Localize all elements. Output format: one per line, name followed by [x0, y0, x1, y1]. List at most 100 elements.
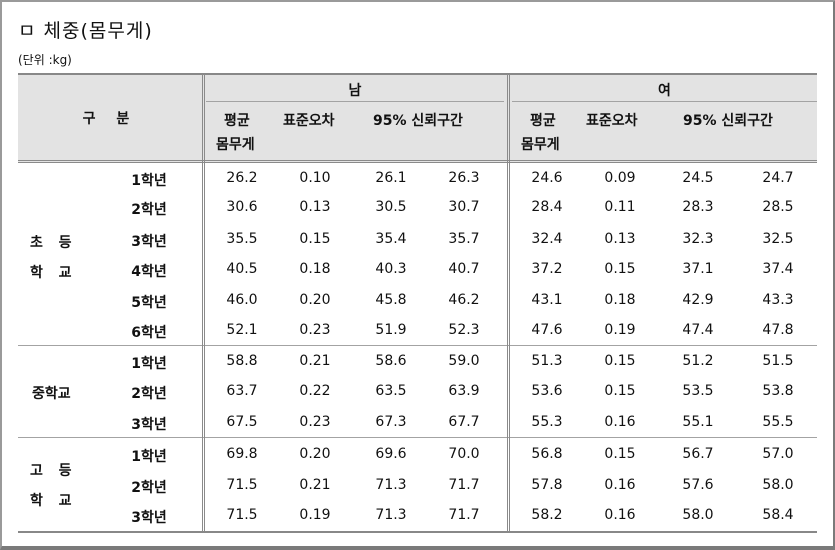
female-ci-upper-cell: 32.5 [762, 231, 794, 247]
male-mean-cell: 67.5 [226, 414, 258, 430]
female-mean-cell: 53.6 [531, 383, 563, 399]
grade-cell: 2학년 [131, 386, 167, 402]
group-label-elementary-line1: 초 등 [30, 235, 74, 251]
column-divider-gender [507, 74, 510, 531]
female-ci-lower-cell: 37.1 [682, 261, 714, 277]
female-ci-header: 95% 신뢰구간 [683, 113, 773, 129]
grade-cell: 2학년 [131, 202, 167, 218]
grade-cell: 6학년 [131, 325, 167, 341]
grade-cell: 1학년 [131, 356, 167, 372]
female-stderr-cell: 0.11 [604, 199, 636, 215]
female-mean-cell: 47.6 [531, 322, 563, 338]
grade-cell: 4학년 [131, 264, 167, 280]
female-mean-cell: 56.8 [531, 446, 563, 462]
category-header: 구 분 [82, 111, 138, 127]
female-ci-lower-cell: 28.3 [682, 199, 714, 215]
grade-cell: 5학년 [131, 295, 167, 311]
group-label-middle: 중학교 [32, 386, 71, 402]
female-stderr-cell: 0.18 [604, 292, 636, 308]
table-bottom-rule [18, 531, 817, 533]
male-ci-upper-cell: 63.9 [448, 383, 480, 399]
female-mean-header-line2: 몸무게 [521, 137, 560, 153]
gender-header-rule-female [512, 101, 817, 102]
male-stderr-cell: 0.23 [299, 322, 331, 338]
female-ci-upper-cell: 24.7 [762, 170, 794, 186]
male-mean-cell: 46.0 [226, 292, 258, 308]
male-ci-upper-cell: 26.3 [448, 170, 480, 186]
female-ci-upper-cell: 47.8 [762, 322, 794, 338]
female-mean-header-line1: 평균 [530, 113, 556, 129]
female-ci-lower-cell: 42.9 [682, 292, 714, 308]
group-label-high-line1: 고 등 [30, 463, 74, 479]
female-ci-lower-cell: 56.7 [682, 446, 714, 462]
male-mean-cell: 63.7 [226, 383, 258, 399]
male-mean-header-line2: 몸무게 [216, 137, 255, 153]
male-ci-upper-cell: 70.0 [448, 446, 480, 462]
male-stderr-cell: 0.23 [299, 414, 331, 430]
female-mean-cell: 55.3 [531, 414, 563, 430]
male-mean-cell: 26.2 [226, 170, 258, 186]
female-stderr-cell: 0.15 [604, 446, 636, 462]
male-ci-lower-cell: 71.3 [375, 507, 407, 523]
male-mean-cell: 35.5 [226, 231, 258, 247]
female-ci-lower-cell: 58.0 [682, 507, 714, 523]
female-header: 여 [658, 83, 671, 99]
male-stderr-cell: 0.21 [299, 353, 331, 369]
male-stderr-cell: 0.20 [299, 292, 331, 308]
male-mean-header-line1: 평균 [224, 113, 250, 129]
male-stderr-cell: 0.13 [299, 199, 331, 215]
table-header-background [18, 74, 817, 163]
male-ci-upper-cell: 30.7 [448, 199, 480, 215]
male-stderr-cell: 0.21 [299, 477, 331, 493]
male-mean-cell: 30.6 [226, 199, 258, 215]
male-mean-cell: 52.1 [226, 322, 258, 338]
group-divider-high [18, 437, 817, 438]
female-ci-lower-cell: 32.3 [682, 231, 714, 247]
male-ci-upper-cell: 67.7 [448, 414, 480, 430]
male-ci-lower-cell: 67.3 [375, 414, 407, 430]
female-ci-upper-cell: 57.0 [762, 446, 794, 462]
grade-cell: 1학년 [131, 449, 167, 465]
grade-cell: 3학년 [131, 510, 167, 526]
male-ci-upper-cell: 46.2 [448, 292, 480, 308]
female-stderr-cell: 0.13 [604, 231, 636, 247]
female-ci-upper-cell: 58.4 [762, 507, 794, 523]
male-stderr-header: 표준오차 [283, 113, 335, 129]
female-ci-lower-cell: 47.4 [682, 322, 714, 338]
header-bottom-rule [18, 160, 817, 163]
female-stderr-cell: 0.15 [604, 353, 636, 369]
female-stderr-cell: 0.19 [604, 322, 636, 338]
female-mean-cell: 24.6 [531, 170, 563, 186]
column-divider-category [202, 74, 205, 531]
male-stderr-cell: 0.18 [299, 261, 331, 277]
female-mean-cell: 57.8 [531, 477, 563, 493]
male-ci-lower-cell: 45.8 [375, 292, 407, 308]
female-stderr-header: 표준오차 [586, 113, 638, 129]
male-mean-cell: 71.5 [226, 507, 258, 523]
female-mean-cell: 28.4 [531, 199, 563, 215]
grade-cell: 1학년 [131, 173, 167, 189]
group-label-high-line2: 학 교 [30, 493, 74, 509]
unit-label: (단위 :kg) [18, 53, 72, 67]
table-top-rule [18, 73, 817, 75]
female-stderr-cell: 0.16 [604, 414, 636, 430]
male-ci-lower-cell: 51.9 [375, 322, 407, 338]
female-ci-lower-cell: 24.5 [682, 170, 714, 186]
female-mean-cell: 43.1 [531, 292, 563, 308]
male-ci-header: 95% 신뢰구간 [373, 113, 463, 129]
female-stderr-cell: 0.15 [604, 383, 636, 399]
male-mean-cell: 69.8 [226, 446, 258, 462]
female-stderr-cell: 0.15 [604, 261, 636, 277]
female-ci-upper-cell: 37.4 [762, 261, 794, 277]
male-ci-upper-cell: 40.7 [448, 261, 480, 277]
female-mean-cell: 32.4 [531, 231, 563, 247]
male-ci-lower-cell: 35.4 [375, 231, 407, 247]
male-ci-lower-cell: 71.3 [375, 477, 407, 493]
female-mean-cell: 58.2 [531, 507, 563, 523]
female-ci-lower-cell: 57.6 [682, 477, 714, 493]
male-ci-lower-cell: 40.3 [375, 261, 407, 277]
document-title: ㅁ 체중(몸무게) [18, 20, 153, 42]
male-mean-cell: 58.8 [226, 353, 258, 369]
male-ci-lower-cell: 30.5 [375, 199, 407, 215]
